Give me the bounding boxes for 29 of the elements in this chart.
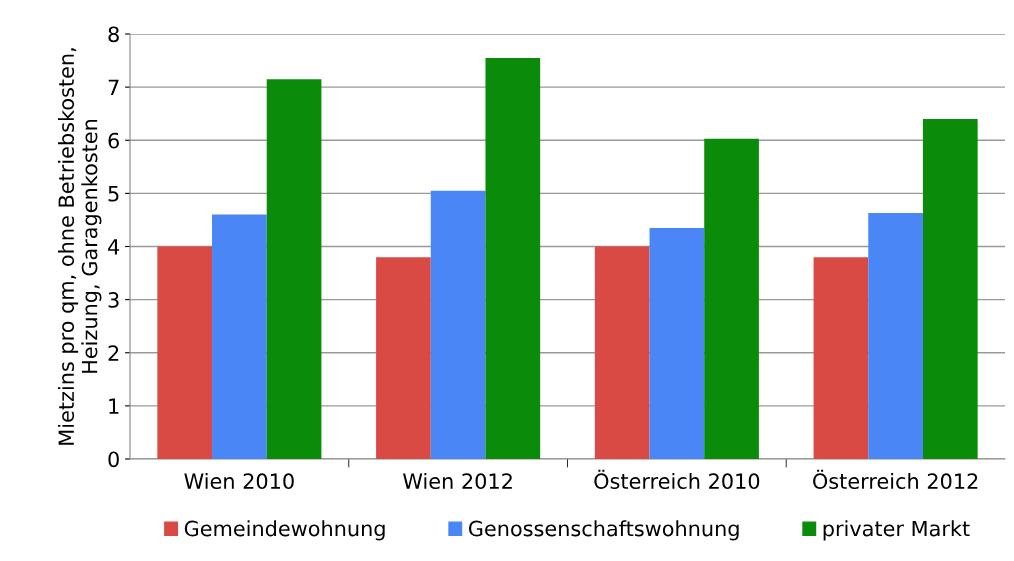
y-tick-label: 6: [108, 132, 119, 149]
bar: [212, 214, 267, 459]
bar: [868, 213, 923, 459]
y-tick-label: 0: [108, 451, 119, 468]
bar: [594, 246, 650, 459]
y-tick-label: 8: [108, 26, 119, 43]
y-tick-label: 1: [109, 398, 119, 414]
x-tick-label: Österreich 2012: [813, 469, 978, 490]
x-tick-label: Wien 2012: [403, 472, 512, 490]
bar: [485, 57, 541, 459]
y-tick-label: 7: [108, 79, 119, 96]
bar: [157, 246, 213, 459]
bar: [649, 227, 705, 459]
y-tick-label: 4: [108, 239, 120, 255]
x-tick-label: Österreich 2010: [594, 469, 760, 490]
y-tick-label: 3: [108, 292, 119, 308]
y-tick-label: 5: [108, 186, 119, 202]
x-tick-label: Wien 2010: [184, 472, 294, 490]
legend-label: Genossenschaftswohnung: [468, 520, 739, 541]
bar: [922, 119, 978, 459]
legend-label: Gemeindewohnung: [184, 520, 385, 541]
bar: [704, 138, 759, 459]
bar: [430, 190, 486, 459]
legend-label: privater Markt: [823, 520, 970, 541]
y-tick-label: 2: [108, 345, 119, 361]
bar: [376, 257, 431, 459]
y-axis-title: Mietzins pro qm, ohne Betriebskosten, Heizung, Garagenkosten: [57, 48, 102, 445]
bar: [813, 257, 869, 459]
bar: [266, 79, 322, 459]
